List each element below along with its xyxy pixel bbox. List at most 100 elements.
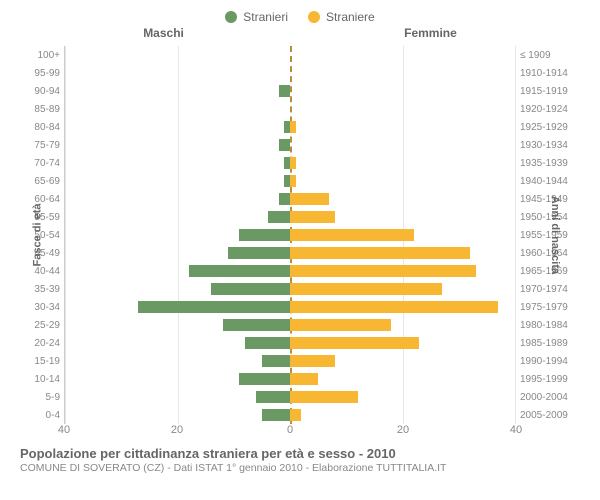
bar-row (65, 100, 515, 118)
x-tick: 20 (397, 424, 409, 436)
x-tick: 20 (171, 424, 183, 436)
legend-swatch-male (225, 11, 237, 23)
birth-year-label: 1995-1999 (520, 370, 580, 388)
female-bar (290, 121, 296, 134)
age-label: 85-89 (20, 100, 60, 118)
female-bar (290, 175, 296, 188)
bar-row (65, 316, 515, 334)
birth-year-label: 1915-1919 (520, 82, 580, 100)
birth-year-label: 1970-1974 (520, 280, 580, 298)
x-tick: 0 (287, 424, 293, 436)
legend-label-male: Stranieri (243, 10, 288, 24)
female-bar (290, 373, 318, 386)
female-bar (290, 211, 335, 224)
male-bar (228, 247, 290, 260)
x-tick: 40 (58, 424, 70, 436)
bar-row (65, 118, 515, 136)
female-bar (290, 355, 335, 368)
birth-year-label: 1920-1924 (520, 100, 580, 118)
female-bar (290, 247, 470, 260)
male-bar (223, 319, 291, 332)
female-bar (290, 265, 476, 278)
legend-label-female: Straniere (326, 10, 375, 24)
age-label: 5-9 (20, 388, 60, 406)
age-label: 90-94 (20, 82, 60, 100)
female-bar (290, 337, 419, 350)
male-bar (239, 373, 290, 386)
birth-year-label: 1940-1944 (520, 172, 580, 190)
birth-year-label: 1975-1979 (520, 298, 580, 316)
male-bar (239, 229, 290, 242)
bar-row (65, 262, 515, 280)
legend-swatch-female (308, 11, 320, 23)
bars-area (64, 46, 516, 424)
female-bar (290, 301, 498, 314)
age-label: 20-24 (20, 334, 60, 352)
bar-row (65, 298, 515, 316)
age-label: 15-19 (20, 352, 60, 370)
birth-year-label: 1910-1914 (520, 64, 580, 82)
birth-year-label: ≤ 1909 (520, 46, 580, 64)
age-label: 75-79 (20, 136, 60, 154)
male-bar (138, 301, 290, 314)
male-bar (279, 85, 290, 98)
male-bar (189, 265, 290, 278)
y-axis-title-right: Anni di nascita (549, 196, 561, 274)
bar-row (65, 46, 515, 64)
male-bar (279, 139, 290, 152)
age-label: 0-4 (20, 406, 60, 424)
age-label: 30-34 (20, 298, 60, 316)
grid-line (515, 46, 516, 424)
male-bar (268, 211, 291, 224)
bar-row (65, 406, 515, 424)
age-label: 65-69 (20, 172, 60, 190)
birth-year-label: 1985-1989 (520, 334, 580, 352)
female-bar (290, 157, 296, 170)
bar-row (65, 334, 515, 352)
female-bar (290, 283, 442, 296)
bar-row (65, 226, 515, 244)
male-bar (279, 193, 290, 206)
age-label: 35-39 (20, 280, 60, 298)
male-bar (262, 355, 290, 368)
age-label: 10-14 (20, 370, 60, 388)
column-headers: Maschi Femmine (20, 26, 580, 44)
bar-row (65, 370, 515, 388)
legend-item-female: Straniere (308, 10, 375, 24)
birth-year-labels: ≤ 19091910-19141915-19191920-19241925-19… (516, 46, 580, 424)
bar-row (65, 64, 515, 82)
bar-row (65, 154, 515, 172)
age-label: 80-84 (20, 118, 60, 136)
bar-row (65, 352, 515, 370)
chart-title: Popolazione per cittadinanza straniera p… (20, 446, 580, 461)
female-bar (290, 193, 329, 206)
female-bar (290, 229, 414, 242)
bar-row (65, 82, 515, 100)
birth-year-label: 1980-1984 (520, 316, 580, 334)
bar-row (65, 190, 515, 208)
female-bar (290, 319, 391, 332)
col-header-female: Femmine (404, 26, 457, 40)
bar-row (65, 172, 515, 190)
x-tick: 40 (510, 424, 522, 436)
birth-year-label: 1930-1934 (520, 136, 580, 154)
birth-year-label: 1935-1939 (520, 154, 580, 172)
col-header-male: Maschi (143, 26, 184, 40)
legend-item-male: Stranieri (225, 10, 288, 24)
plot-area: Fasce di età Anni di nascita 100+95-9990… (20, 46, 580, 424)
male-bar (245, 337, 290, 350)
age-label: 100+ (20, 46, 60, 64)
birth-year-label: 2000-2004 (520, 388, 580, 406)
chart-subtitle: COMUNE DI SOVERATO (CZ) - Dati ISTAT 1° … (20, 462, 580, 474)
age-label: 25-29 (20, 316, 60, 334)
male-bar (262, 409, 290, 422)
female-bar (290, 409, 301, 422)
x-axis: 40 20 0 20 40 (20, 424, 580, 442)
female-bar (290, 391, 358, 404)
bar-row (65, 136, 515, 154)
y-axis-title-left: Fasce di età (31, 204, 43, 267)
male-bar (256, 391, 290, 404)
birth-year-label: 1990-1994 (520, 352, 580, 370)
pyramid-chart: Stranieri Straniere Maschi Femmine Fasce… (0, 0, 600, 500)
bar-row (65, 388, 515, 406)
